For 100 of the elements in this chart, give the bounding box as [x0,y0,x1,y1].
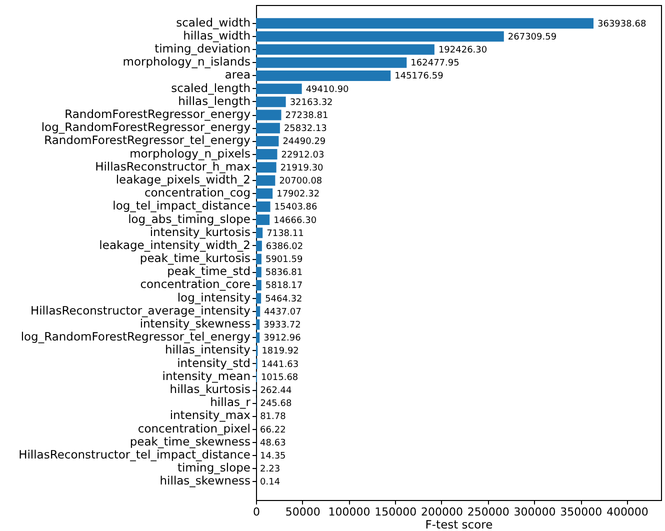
data-label: 81.78 [260,412,286,422]
bar [256,254,262,264]
bar [256,57,407,68]
y-tick-label: morphology_n_islands [122,54,250,69]
x-tick-label: 100000 [328,506,370,518]
bar [256,44,434,55]
data-label: 14666.30 [274,216,317,226]
y-tick-label: log_abs_timing_slope [128,212,250,226]
data-label: 0.14 [260,478,280,488]
y-tick-label: morphology_n_pixels [130,146,250,160]
data-label: 24490.29 [282,137,326,148]
bar [256,18,594,29]
data-label: 32163.32 [290,98,333,108]
y-tick-label: intensity_std [177,356,250,370]
y-tick-label: timing_slope [177,460,250,475]
y-tick-label: hillas_intensity [164,342,251,357]
data-label: 17902.32 [276,190,320,200]
y-tick-label: timing_deviation [154,42,250,56]
data-label: 6386.02 [266,242,304,252]
y-tick-label: concentration_cog [144,186,250,200]
data-label: 192426.30 [438,46,488,56]
data-label: 145176.59 [394,72,444,82]
x-axis-title: F-test score [425,518,493,531]
data-label: 162477.95 [410,58,460,69]
y-tick-label: HillasReconstructor_tel_impact_distance [18,447,250,462]
bar [256,162,276,173]
y-tick-label: hillas_width [183,28,250,42]
bar [256,149,278,160]
y-tick-label: peak_time_std [167,264,250,278]
y-tick-label: HillasReconstructor_average_intensity [30,303,251,318]
y-tick-label: RandomForestRegressor_energy [64,107,251,121]
bar [256,266,262,278]
x-tick-label: 50000 [285,506,320,518]
y-tick-label: peak_time_kurtosis [140,251,251,266]
data-label: 267309.59 [508,32,557,42]
y-tick-label: peak_time_skewness [130,434,250,448]
bar [256,214,270,225]
bar [256,332,260,343]
data-label: 1015.68 [260,372,298,383]
y-tick-label: log_tel_impact_distance [112,198,250,213]
data-label: 5818.17 [265,281,303,292]
data-label: 20700.08 [279,176,322,186]
y-tick-label: intensity_kurtosis [150,224,251,239]
data-label: 27238.81 [285,111,328,121]
y-tick-label: RandomForestRegressor_tel_energy [44,133,251,148]
x-tick-label: 300000 [514,506,556,518]
data-label: 3912.96 [264,334,302,344]
bar [256,122,280,134]
y-tick-label: area [224,68,250,82]
y-tick-label: concentration_core [140,277,250,292]
data-label: 48.63 [260,438,286,448]
data-label: 22912.03 [281,150,324,160]
y-tick-label: hillas_skewness [160,474,251,488]
bar [256,188,273,199]
y-tick-label: hillas_kurtosis [170,382,250,396]
bar [256,201,270,212]
y-tick-label: log_RandomForestRegressor_tel_energy [20,330,251,344]
bar [256,280,262,290]
y-tick-label: concentration_pixel [138,421,250,436]
bar [256,293,262,304]
data-label: 5901.59 [265,255,303,266]
y-tick-label: hillas_r [210,395,251,410]
x-tick-label: 200000 [420,506,463,518]
bar [256,70,391,81]
x-tick-label: 350000 [560,506,602,518]
bar [256,319,260,330]
bar [256,306,260,317]
data-label: 3933.72 [264,320,301,331]
y-tick-label: scaled_width [176,15,250,30]
bar [256,96,286,108]
y-tick-label: log_intensity [177,290,251,304]
y-tick-label: leakage_pixels_width_2 [116,172,250,186]
bar [256,84,302,94]
x-tick-label: 400000 [606,506,648,518]
y-tick-label: HillasReconstructor_h_max [95,159,251,174]
y-tick-label: intensity_mean [162,368,250,383]
bar [256,240,262,252]
data-label: 14.35 [260,451,286,462]
data-label: 5836.81 [265,268,303,278]
x-tick-label: 250000 [467,506,510,518]
y-tick-label: intensity_max [170,408,251,422]
y-tick-label: leakage_intensity_width_2 [99,238,250,252]
y-tick-label: log_RandomForestRegressor_energy [41,120,251,134]
bar [256,175,276,186]
data-label: 262.44 [260,386,292,396]
bar [256,228,263,238]
data-label: 245.68 [260,399,292,410]
data-label: 25832.13 [284,124,327,134]
y-tick-label: hillas_length [178,94,250,108]
bar [256,110,282,120]
data-label: 1441.63 [261,360,299,370]
data-label: 7138.11 [266,228,304,239]
bar [256,31,504,42]
data-label: 5464.32 [265,294,302,304]
x-tick-label: 0 [253,506,260,518]
y-tick-label: scaled_length [171,80,250,95]
data-label: 2.23 [260,464,280,475]
x-tick-label: 150000 [374,506,417,518]
data-label: 1819.92 [262,346,299,357]
data-label: 66.22 [260,425,286,436]
